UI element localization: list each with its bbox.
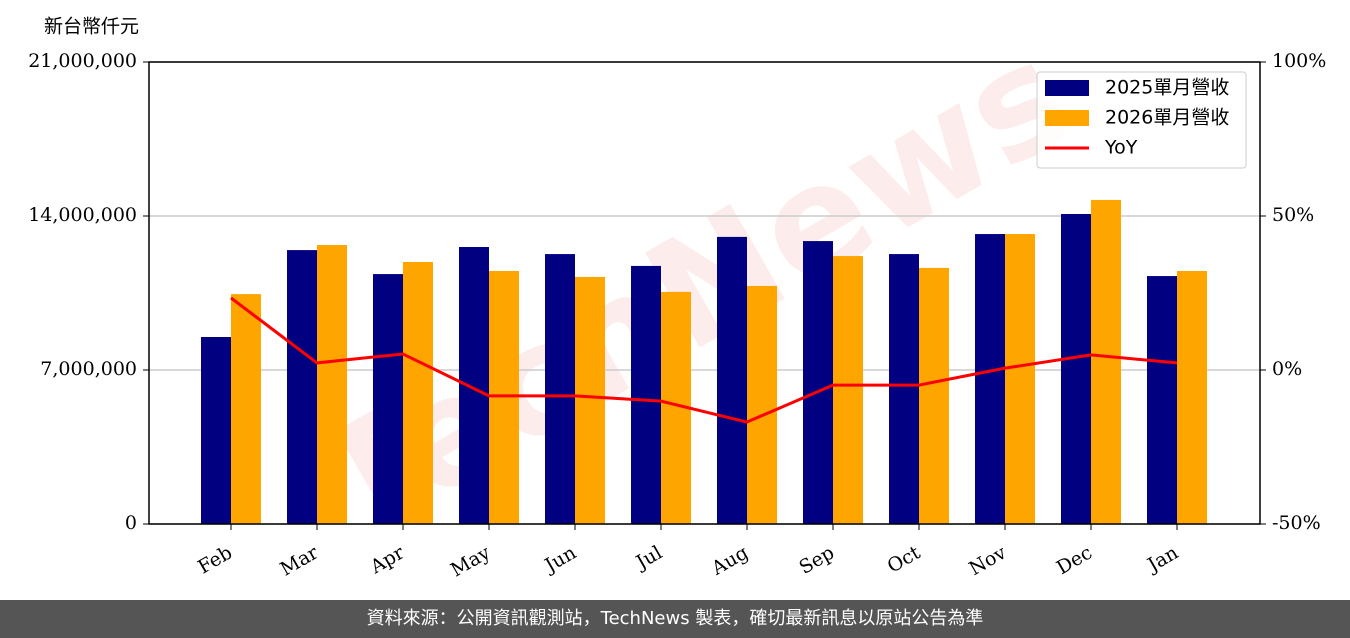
bar	[373, 274, 403, 524]
bar	[1005, 234, 1035, 525]
yoy-line	[230, 296, 1178, 424]
bar	[1091, 199, 1121, 524]
bar	[975, 234, 1005, 525]
legend-swatch	[1045, 80, 1089, 96]
legend-label: YoY	[1104, 137, 1138, 159]
bar	[317, 245, 347, 525]
bar	[403, 261, 433, 524]
bar	[747, 285, 777, 524]
y2-tick-label: 50%	[1272, 204, 1314, 226]
footer-bar	[0, 600, 1350, 638]
bar	[631, 265, 661, 524]
bar	[545, 254, 575, 524]
source-note: 資料來源：公開資訊觀測站，TechNews 製表，確切最新訊息以原站公告為準	[367, 608, 984, 629]
bar	[889, 254, 919, 524]
legend-label: 2026單月營收	[1105, 107, 1229, 129]
x-tick-label: May	[447, 541, 494, 581]
bar	[201, 337, 231, 524]
x-tick-label: Nov	[965, 541, 1010, 580]
bar	[489, 271, 519, 524]
bar	[919, 267, 949, 524]
bar	[1177, 271, 1207, 524]
y2-tick-label: -50%	[1272, 512, 1321, 534]
bar	[231, 294, 261, 524]
legend-swatch	[1045, 110, 1089, 126]
bar	[575, 276, 605, 524]
y-tick-label: 14,000,000	[28, 204, 137, 226]
bar	[833, 256, 863, 524]
plot-frame	[148, 61, 1261, 525]
x-tick-label: Jul	[631, 542, 666, 575]
y2-tick-label: 0%	[1272, 358, 1302, 380]
legend-box	[1036, 71, 1247, 169]
bar	[1061, 214, 1091, 524]
legend-label: 2025單月營收	[1105, 77, 1229, 99]
bar	[459, 247, 489, 524]
bar	[717, 236, 747, 524]
bar	[1147, 276, 1177, 524]
x-tick-label: Jun	[539, 542, 580, 578]
x-tick-label: Oct	[884, 541, 925, 577]
x-tick-label: Jan	[1142, 542, 1182, 578]
y-tick-label: 21,000,000	[28, 50, 137, 72]
y2-tick-label: 100%	[1272, 50, 1326, 72]
bar	[803, 241, 833, 524]
x-tick-label: Aug	[707, 542, 752, 581]
x-tick-label: Dec	[1053, 542, 1096, 580]
bar	[287, 250, 317, 524]
y-tick-label: 0	[125, 512, 137, 534]
y-tick-label: 7,000,000	[40, 358, 137, 380]
y-axis-label: 新台幣仟元	[44, 16, 139, 38]
x-tick-label: Feb	[194, 542, 236, 579]
x-tick-label: Mar	[276, 541, 322, 580]
x-tick-label: Sep	[795, 542, 838, 579]
